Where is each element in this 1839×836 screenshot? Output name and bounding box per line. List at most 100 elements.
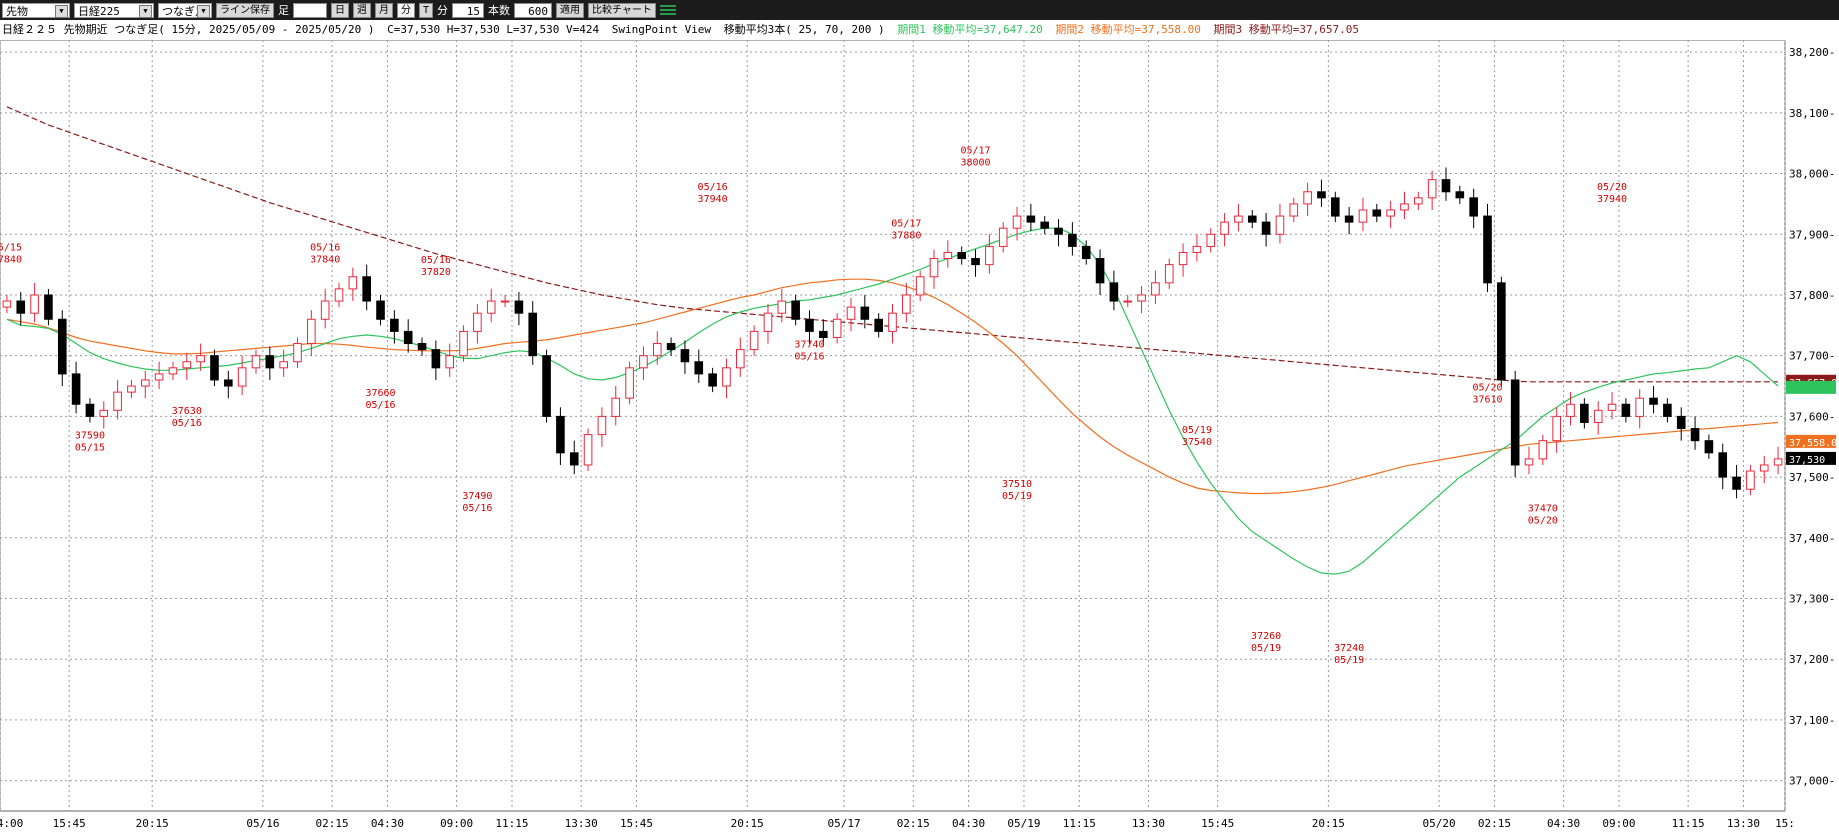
candle-down	[1497, 282, 1506, 381]
candle-down	[971, 258, 980, 266]
x-tick-label: 11:15	[1063, 817, 1096, 830]
candle-up	[1566, 403, 1575, 417]
ashi-input[interactable]	[293, 2, 327, 18]
compare-chart-button[interactable]: 比較チャート	[588, 2, 656, 18]
candle-down	[71, 373, 81, 405]
candle-up	[307, 318, 316, 345]
x-tick-label: 20:15	[731, 817, 764, 830]
candle-up	[777, 300, 787, 314]
swing-point-label: 37630	[172, 406, 202, 417]
candle-down	[1317, 191, 1326, 199]
candle-up	[1538, 440, 1548, 460]
period-button-tick[interactable]: T	[419, 2, 434, 18]
candle-down	[1455, 191, 1465, 199]
swing-point-label: 05/19	[1182, 425, 1212, 436]
chevron-down-icon: ▼	[55, 4, 68, 18]
candle-down	[1095, 258, 1105, 284]
ma-description: 移動平均3本( 25, 70, 200 )	[723, 23, 885, 36]
price-tag	[1786, 451, 1836, 465]
y-tick-label: 37,500-	[1789, 471, 1835, 484]
candle-down	[1649, 397, 1658, 405]
period-button-day[interactable]: 日	[331, 2, 349, 18]
candle-up	[237, 367, 247, 387]
period-button-minute[interactable]: 分	[397, 2, 415, 18]
candle-up	[1773, 458, 1783, 466]
candle-up	[1206, 233, 1216, 247]
candle-down	[57, 318, 67, 375]
candle-down	[1704, 440, 1714, 454]
candle-down	[1054, 227, 1063, 235]
swing-point-label: 37840	[310, 255, 340, 266]
x-tick-label: 05/17	[828, 817, 861, 830]
swing-point-label: 05/19	[1002, 491, 1032, 502]
market-select-value: 先物	[6, 4, 28, 18]
candle-up	[1552, 415, 1561, 442]
candle-down	[680, 349, 690, 363]
x-tick-label: 13:30	[565, 817, 598, 830]
candle-down	[1247, 215, 1257, 223]
y-tick-label: 37,600-	[1789, 410, 1835, 423]
swing-point-label: 37820	[421, 267, 451, 278]
index-select[interactable]: 日経225 ▼	[74, 2, 154, 18]
candle-down	[1344, 215, 1354, 223]
ma1-line	[6, 227, 1779, 575]
x-tick-label: 15:45	[620, 817, 653, 830]
candle-up	[1220, 221, 1229, 235]
x-tick-label: 15:	[1775, 817, 1795, 830]
swing-point-label: 37660	[365, 388, 395, 399]
candle-up	[1303, 191, 1312, 205]
candle-down	[1040, 221, 1050, 229]
candle-up	[1386, 209, 1395, 217]
candle-up	[320, 300, 330, 320]
y-tick-label: 38,000-	[1789, 168, 1835, 181]
candle-down	[1732, 476, 1741, 490]
candle-up	[140, 379, 150, 387]
ma2-info: 期間2 移動平均=37,558.00	[1055, 23, 1201, 36]
candle-up	[1192, 245, 1202, 253]
market-select[interactable]: 先物 ▼	[2, 2, 70, 18]
ashi-label: 足	[278, 4, 289, 17]
minute-input[interactable]: 15	[452, 2, 485, 18]
candle-down	[85, 403, 95, 417]
price-tag-label: 37,558.00	[1789, 438, 1839, 449]
candle-up	[113, 391, 122, 411]
candle-down	[528, 312, 538, 357]
candle-down	[362, 276, 371, 302]
chart-lines-icon[interactable]	[659, 4, 676, 16]
period-button-month[interactable]: 月	[375, 2, 393, 18]
candlestick-chart[interactable]: 37,000- 37,100- 37,200- 37,300- 37,400- 37,50…	[0, 40, 1839, 836]
y-tick-label: 37,400-	[1789, 532, 1835, 545]
candle-down	[874, 318, 883, 332]
symbol-info: 日経２２５ 先物期近 つなぎ足( 15分, 2025/05/09 - 2025/…	[2, 23, 375, 36]
swing-point-label: 05/16	[698, 182, 728, 193]
candle-up	[1178, 251, 1188, 266]
ma1-info: 期間1 移動平均=37,647.20	[897, 23, 1043, 36]
candle-down	[210, 355, 219, 381]
chain-select[interactable]: つなぎ足 ▼	[158, 2, 212, 18]
candle-down	[860, 306, 870, 320]
swing-point-label: 37260	[1251, 631, 1281, 642]
period-button-week[interactable]: 週	[353, 2, 371, 18]
candle-up	[1400, 203, 1409, 211]
swing-point-label: 37510	[1002, 479, 1032, 490]
swing-point-label: 05/19	[1251, 643, 1281, 654]
swing-point-label: 05/16	[462, 503, 492, 514]
line-save-button[interactable]: ライン保存	[216, 2, 274, 18]
candle-up	[1414, 197, 1423, 205]
candle-down	[1026, 215, 1036, 223]
y-tick-label: 37,100-	[1789, 714, 1835, 727]
swing-point-label: 05/15	[0, 243, 22, 254]
candle-up	[251, 355, 261, 369]
ohlcv-info: C=37,530 H=37,530 L=37,530 V=424	[387, 23, 600, 36]
count-input[interactable]: 600	[514, 2, 553, 18]
candle-up	[500, 300, 510, 303]
swing-point-label: 05/17	[891, 218, 921, 229]
candle-up	[583, 434, 593, 466]
candle-up	[749, 330, 759, 351]
swing-point-label: 05/19	[1334, 655, 1364, 666]
candle-up	[1289, 203, 1299, 217]
apply-button[interactable]: 適用	[556, 2, 585, 18]
candle-down	[694, 361, 704, 375]
candle-down	[569, 452, 579, 466]
candle-down	[708, 373, 717, 387]
